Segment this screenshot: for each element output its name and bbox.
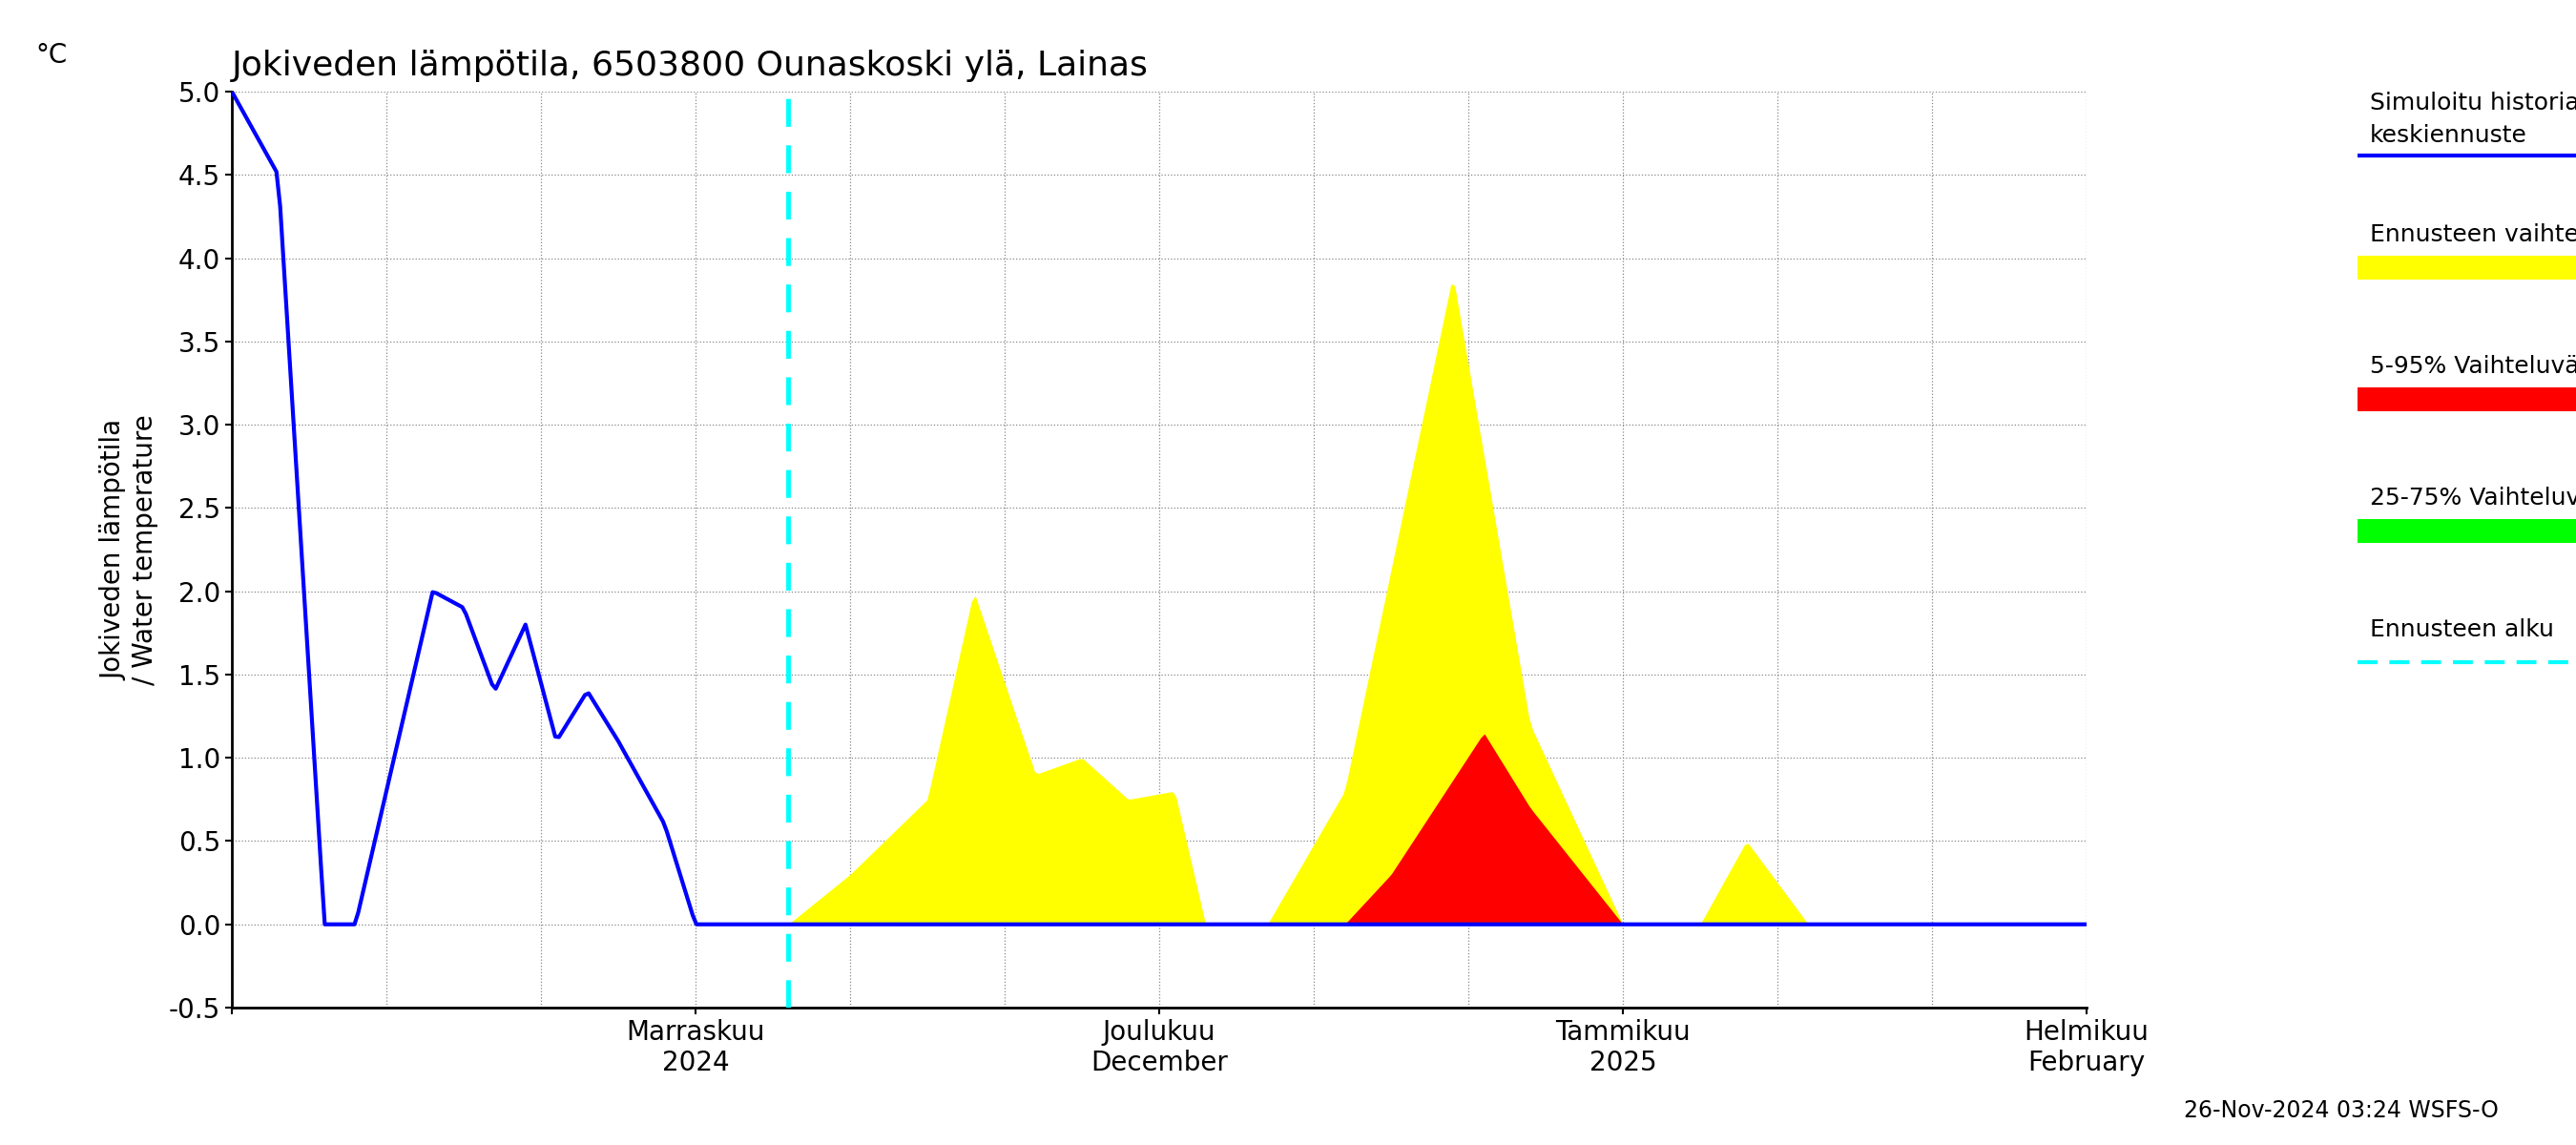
- Text: Ennusteen alku: Ennusteen alku: [2370, 618, 2553, 641]
- Text: Ennusteen vaihteluväli: Ennusteen vaihteluväli: [2370, 223, 2576, 246]
- Text: keskiennuste: keskiennuste: [2370, 124, 2527, 147]
- Text: Jokiveden lämpötila, 6503800 Ounaskoski ylä, Lainas: Jokiveden lämpötila, 6503800 Ounaskoski …: [232, 50, 1149, 82]
- Text: 25-75% Vaihteluväli: 25-75% Vaihteluväli: [2370, 487, 2576, 510]
- Text: 26-Nov-2024 03:24 WSFS-O: 26-Nov-2024 03:24 WSFS-O: [2184, 1099, 2499, 1122]
- Text: °C: °C: [36, 42, 67, 69]
- Text: Simuloitu historia ja: Simuloitu historia ja: [2370, 92, 2576, 114]
- Text: 5-95% Vaihteluväli: 5-95% Vaihteluväli: [2370, 355, 2576, 378]
- Y-axis label: Jokiveden lämpötila
/ Water temperature: Jokiveden lämpötila / Water temperature: [100, 414, 157, 685]
